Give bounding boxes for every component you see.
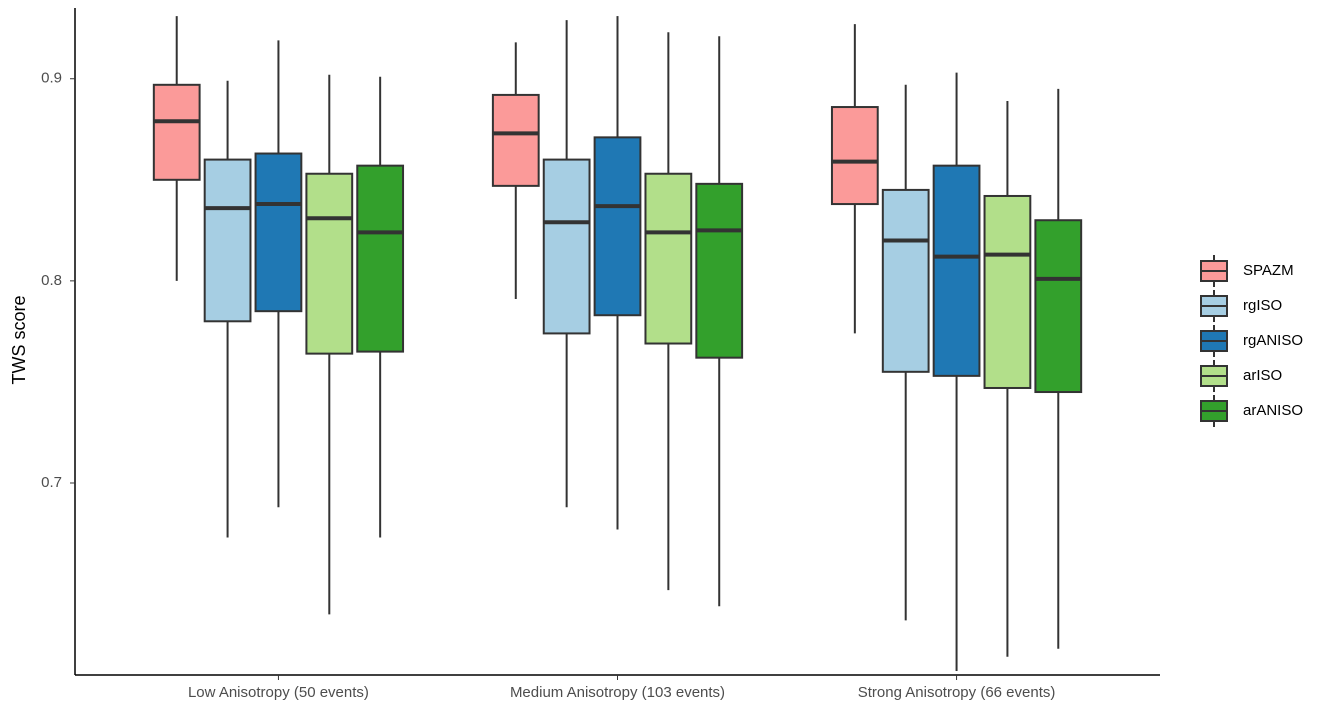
box [932, 164, 981, 377]
box [830, 106, 879, 206]
legend-label: arANISO [1243, 402, 1303, 419]
legend-label: rgANISO [1243, 332, 1303, 349]
box [593, 136, 642, 317]
x-tick-label: Strong Anisotropy (66 events) [858, 684, 1056, 701]
x-tick-label: Medium Anisotropy (103 events) [510, 684, 725, 701]
y-axis-label: TWS score [9, 295, 29, 384]
box [983, 194, 1032, 389]
box [305, 172, 354, 355]
legend-label: rgISO [1243, 297, 1282, 314]
box [1034, 219, 1083, 394]
box [152, 83, 201, 181]
legend-label: SPAZM [1243, 262, 1294, 279]
y-tick-label: 0.9 [41, 70, 62, 87]
box [881, 188, 930, 373]
y-tick-label: 0.7 [41, 474, 62, 491]
box [356, 164, 405, 353]
legend-label: arISO [1243, 367, 1282, 384]
box [644, 172, 693, 345]
box [203, 158, 252, 323]
box [254, 152, 303, 313]
box [542, 158, 591, 335]
box [491, 93, 540, 187]
box [695, 182, 744, 359]
x-tick-label: Low Anisotropy (50 events) [188, 684, 369, 701]
y-tick-label: 0.8 [41, 272, 62, 289]
